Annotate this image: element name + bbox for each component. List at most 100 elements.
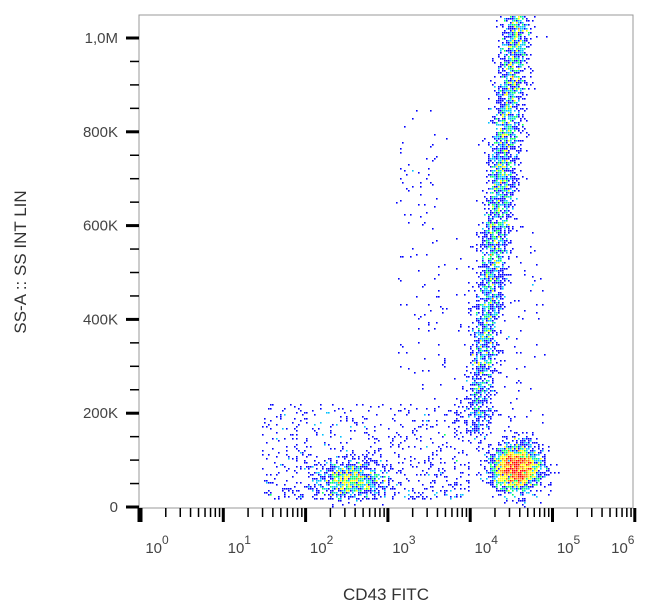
- data-point: [500, 222, 502, 224]
- data-point: [512, 26, 514, 28]
- data-point: [486, 200, 488, 202]
- data-point: [432, 242, 434, 244]
- data-point: [408, 412, 410, 414]
- data-point: [336, 472, 338, 474]
- data-point: [504, 188, 506, 190]
- data-point: [478, 348, 480, 350]
- data-point: [320, 464, 322, 466]
- data-point: [506, 488, 508, 490]
- data-point: [382, 466, 384, 468]
- data-point: [496, 354, 498, 356]
- data-point: [506, 184, 508, 186]
- x-axis-title: CD43 FITC: [343, 585, 429, 604]
- data-point: [492, 228, 494, 230]
- data-point: [474, 422, 476, 424]
- data-point: [490, 334, 492, 336]
- data-point: [478, 144, 480, 146]
- data-point: [530, 28, 532, 30]
- data-point: [508, 100, 510, 102]
- data-point: [504, 150, 506, 152]
- data-point: [484, 326, 486, 328]
- data-point: [490, 146, 492, 148]
- data-point: [504, 120, 506, 122]
- data-point: [510, 202, 512, 204]
- data-point: [498, 164, 500, 166]
- data-point: [528, 446, 530, 448]
- data-point: [470, 246, 472, 248]
- data-point: [496, 26, 498, 28]
- data-point: [382, 480, 384, 482]
- data-point: [512, 126, 514, 128]
- data-point: [398, 446, 400, 448]
- data-point: [484, 196, 486, 198]
- data-point: [492, 344, 494, 346]
- data-point: [482, 334, 484, 336]
- data-point: [514, 124, 516, 126]
- data-point: [506, 218, 508, 220]
- data-point: [484, 390, 486, 392]
- data-point: [482, 480, 484, 482]
- data-point: [312, 428, 314, 430]
- data-point: [494, 270, 496, 272]
- data-point: [494, 468, 496, 470]
- data-point: [496, 124, 498, 126]
- data-point: [480, 322, 482, 324]
- data-point: [494, 230, 496, 232]
- data-point: [506, 114, 508, 116]
- data-point: [498, 124, 500, 126]
- data-point: [490, 386, 492, 388]
- data-point: [344, 478, 346, 480]
- data-point: [362, 480, 364, 482]
- data-point: [478, 236, 480, 238]
- data-point: [526, 438, 528, 440]
- data-point: [288, 456, 290, 458]
- data-point: [492, 258, 494, 260]
- data-point: [488, 238, 490, 240]
- data-point: [538, 454, 540, 456]
- data-point: [426, 254, 428, 256]
- data-point: [488, 482, 490, 484]
- data-point: [364, 488, 366, 490]
- data-point: [500, 490, 502, 492]
- data-point: [420, 182, 422, 184]
- data-point: [514, 34, 516, 36]
- data-point: [456, 460, 458, 462]
- data-point: [532, 486, 534, 488]
- data-point: [492, 460, 494, 462]
- data-point: [524, 88, 526, 90]
- data-point: [506, 200, 508, 202]
- data-point: [476, 376, 478, 378]
- data-point: [496, 474, 498, 476]
- data-point: [522, 40, 524, 42]
- data-point: [498, 92, 500, 94]
- data-point: [518, 70, 520, 72]
- data-point: [486, 244, 488, 246]
- data-point: [494, 152, 496, 154]
- data-point: [516, 88, 518, 90]
- data-point: [400, 304, 402, 306]
- data-point: [470, 372, 472, 374]
- data-point: [510, 240, 512, 242]
- data-point: [520, 20, 522, 22]
- data-point: [486, 348, 488, 350]
- data-point: [366, 488, 368, 490]
- data-point: [498, 204, 500, 206]
- data-point: [386, 460, 388, 462]
- data-point: [518, 40, 520, 42]
- data-point: [516, 382, 518, 384]
- data-point: [328, 470, 330, 472]
- data-point: [524, 82, 526, 84]
- data-point: [344, 480, 346, 482]
- data-point: [468, 480, 470, 482]
- data-point: [486, 246, 488, 248]
- data-point: [474, 408, 476, 410]
- data-point: [430, 482, 432, 484]
- data-point: [512, 484, 514, 486]
- data-point: [366, 418, 368, 420]
- data-point: [510, 230, 512, 232]
- data-point: [430, 182, 432, 184]
- data-point: [328, 484, 330, 486]
- data-point: [502, 234, 504, 236]
- data-point: [512, 74, 514, 76]
- data-point: [422, 388, 424, 390]
